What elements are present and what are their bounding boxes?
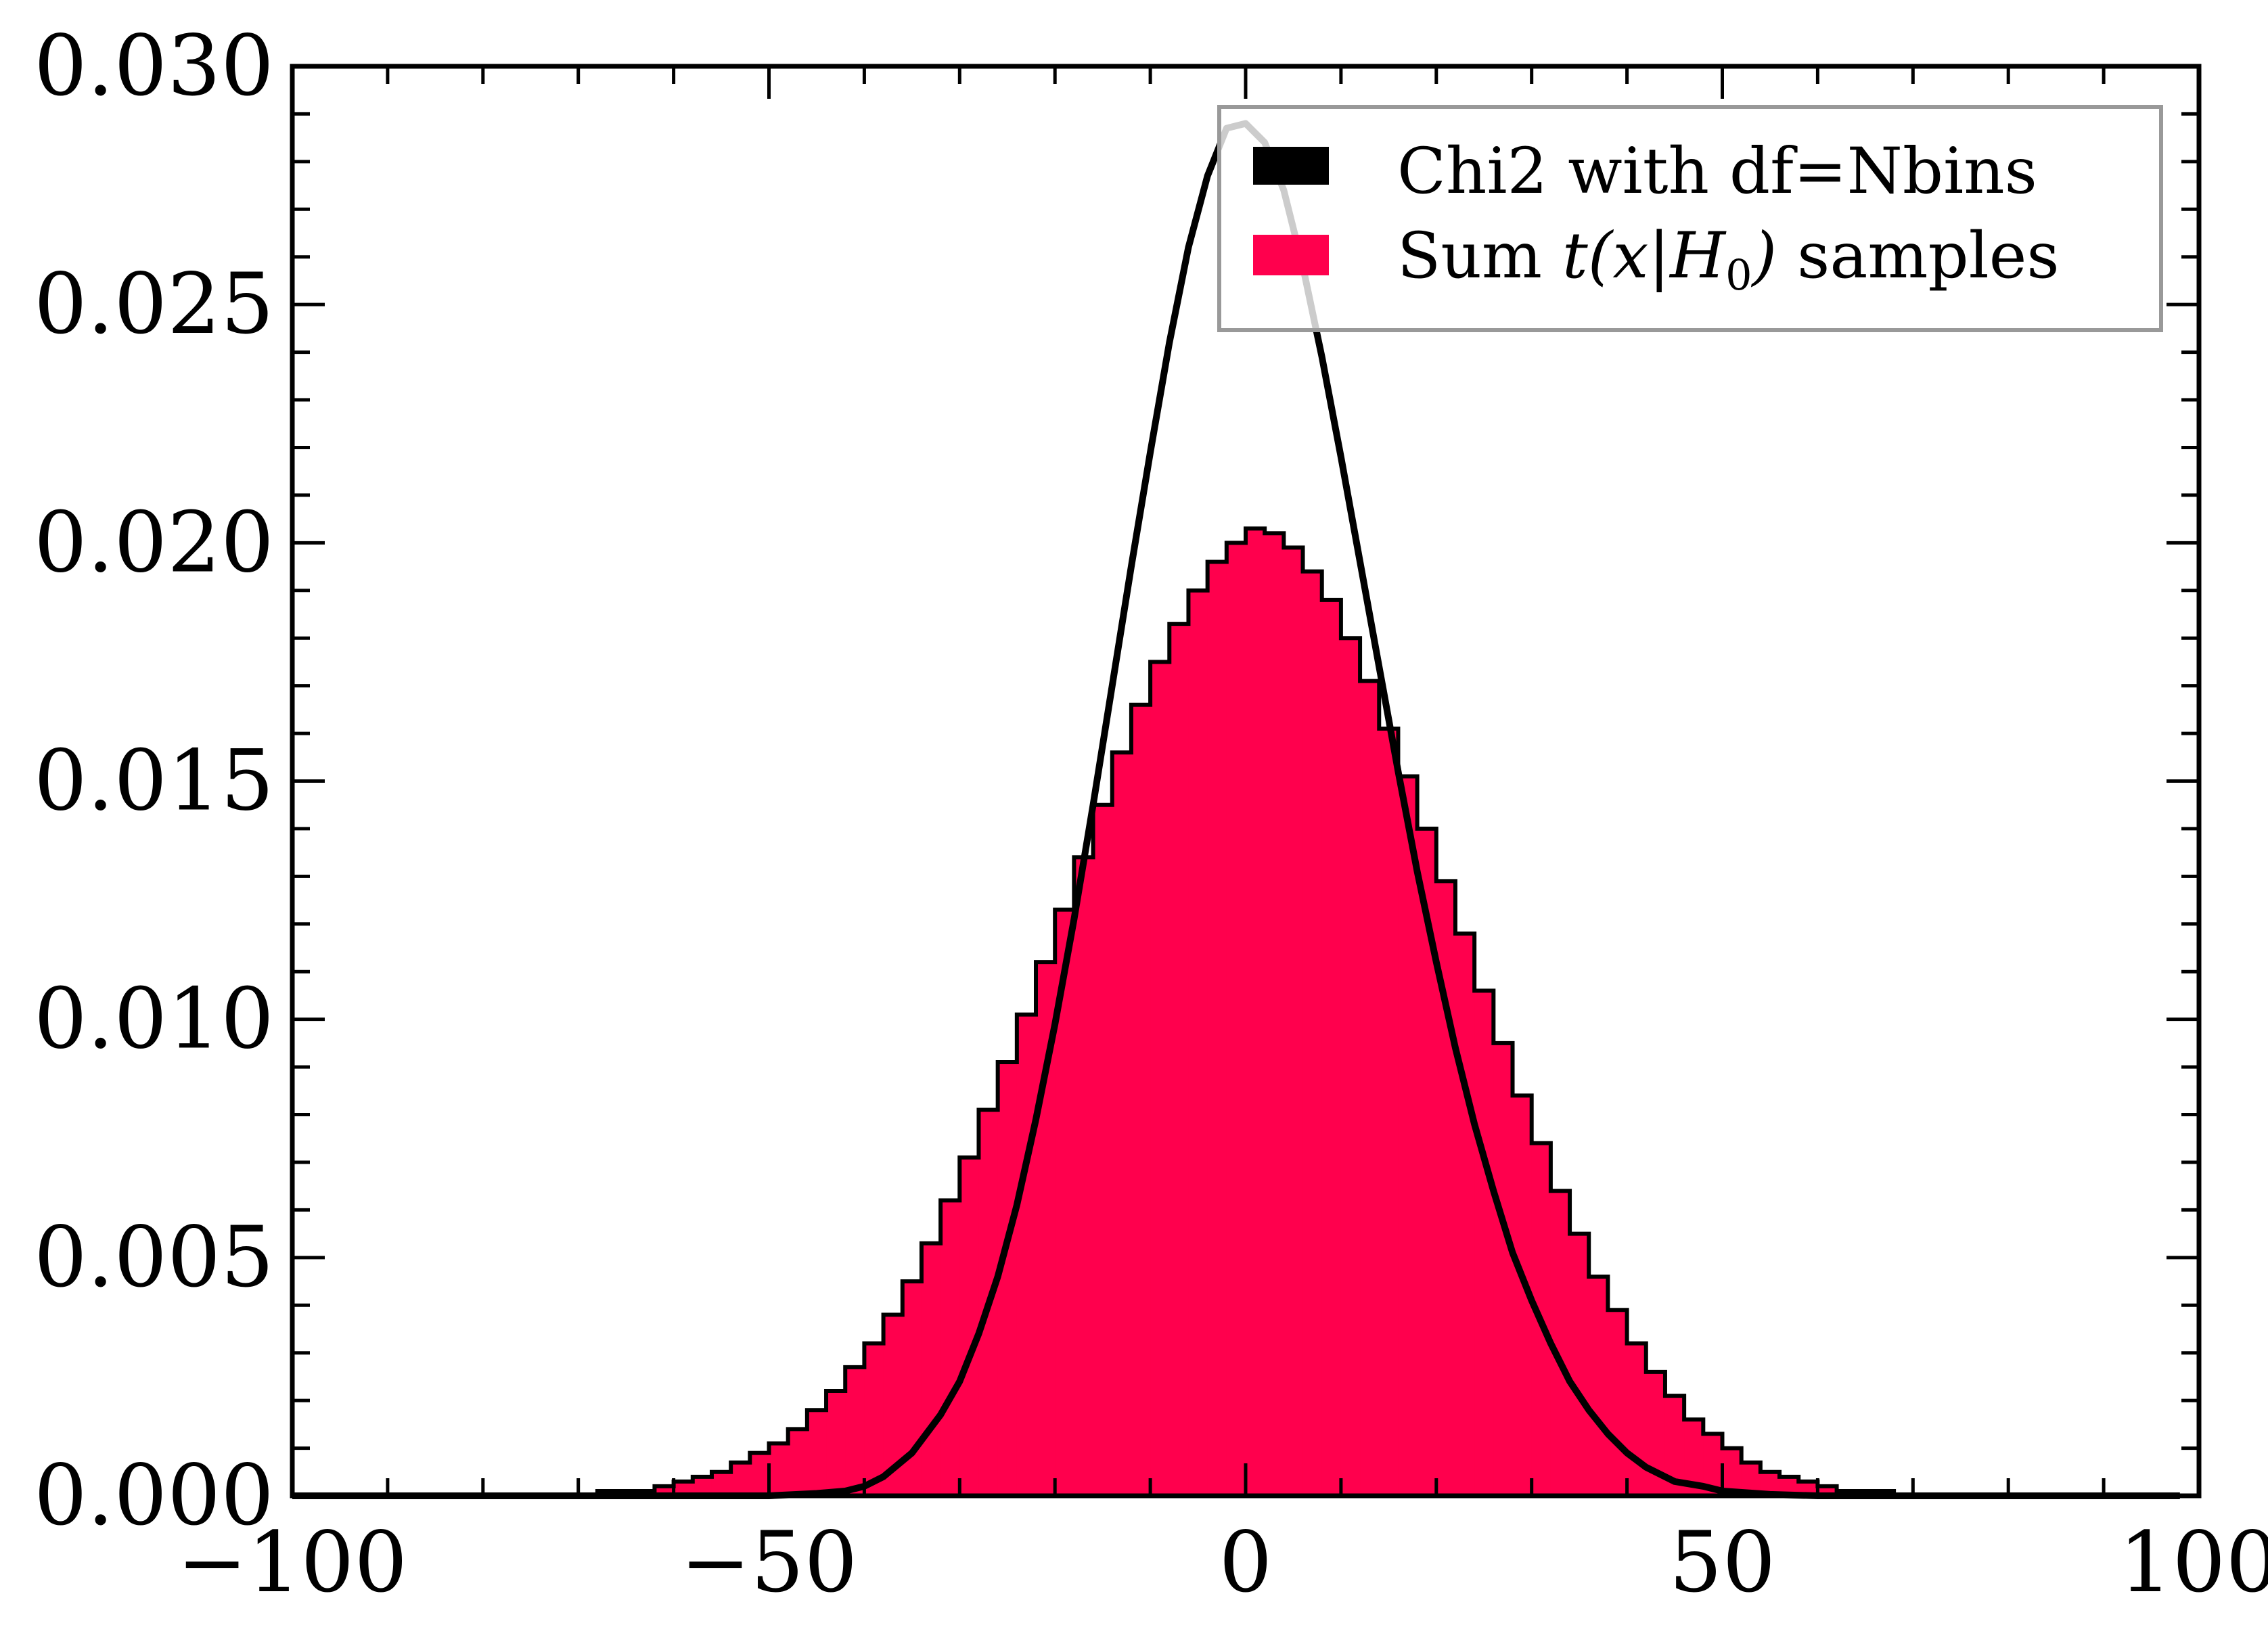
histogram-bar [1589,1277,1609,1496]
legend-label-samples-suffix: samples [1777,219,2059,293]
histogram-series [311,526,2180,1498]
legend-label-chi2: Chi2 with df=Nbins [1397,135,2037,208]
histogram-bar [1474,990,1494,1496]
histogram-bar [845,1367,865,1496]
histogram-bar [826,1391,846,1496]
legend-swatch-samples [1253,235,1329,275]
histogram-bar [1074,857,1094,1496]
histogram-bar [769,1443,789,1496]
legend-swatch-chi2 [1253,147,1329,185]
histogram-bar [1093,804,1113,1496]
legend-label-samples-math: t(x|H0) [1562,219,1777,300]
histogram-bar [921,1243,941,1496]
histogram-bar [1016,1014,1037,1496]
x-tick-label: 100 [2119,1514,2268,1611]
x-tick-label: 0 [1219,1514,1273,1611]
histogram-bar [807,1410,827,1496]
histogram-bar [673,1481,694,1496]
y-tick-labels: 0.000 0.005 0.010 0.015 0.020 0.025 0.030 [34,18,274,1545]
plot-area [290,64,2202,1499]
histogram-bar [711,1471,731,1496]
legend-box [1217,105,2163,332]
y-tick-label: 0.015 [34,733,274,830]
histogram-bar [1608,1310,1628,1496]
histogram-bar [1150,662,1170,1496]
x-tick-label: −100 [177,1514,408,1611]
legend-label-samples-prefix: Sum [1397,219,1562,293]
histogram-bar [1284,547,1304,1496]
histogram-bar [1246,528,1265,1496]
y-tick-label: 0.020 [34,494,274,591]
histogram-bar [1131,704,1151,1496]
x-tick-label: 50 [1669,1514,1776,1611]
x-tick-labels: −100 −50 0 50 100 [177,1514,2268,1611]
histogram-bar [1360,681,1380,1496]
histogram-bar [1302,571,1323,1496]
histogram-bar [731,1462,750,1496]
axis-ticks [290,64,2201,1498]
histogram-bar [1722,1448,1742,1496]
histogram-bar [1169,624,1189,1496]
x-tick-label: −50 [681,1514,858,1611]
legend-label-chi2-text: Chi2 with df=Nbins [1397,135,2037,208]
histogram-bar [1570,1233,1589,1496]
legend: Chi2 with df=Nbins Sum t(x|H0) samples [1217,105,2163,332]
legend-label-samples: Sum t(x|H0) samples [1397,219,2060,300]
histogram-bar [1112,752,1132,1496]
histogram-bar [1398,776,1418,1496]
histogram-bar [997,1062,1018,1496]
histogram-bar [1321,599,1342,1496]
y-tick-label: 0.010 [34,971,274,1068]
y-tick-label: 0.000 [34,1447,274,1545]
histogram-bar [1379,729,1399,1496]
histogram-bar [959,1157,980,1496]
histogram-bar [1226,543,1246,1496]
histogram-outline [311,526,2180,1498]
histogram-bar [864,1343,884,1496]
y-tick-label: 0.025 [34,256,274,353]
histogram-bar [1627,1343,1647,1496]
y-tick-label: 0.030 [34,18,274,115]
histogram-bar [940,1200,960,1496]
histogram-bar [1340,638,1361,1496]
histogram-bar [1455,933,1475,1496]
histogram-bar [750,1453,770,1496]
y-tick-label: 0.005 [34,1209,274,1306]
histogram-bar [1493,1043,1514,1496]
histogram-bar [1188,590,1208,1496]
histogram-bar [788,1429,808,1496]
histogram-bar [1207,562,1227,1496]
histogram-bar [1265,533,1284,1496]
histogram-bar [902,1281,922,1496]
